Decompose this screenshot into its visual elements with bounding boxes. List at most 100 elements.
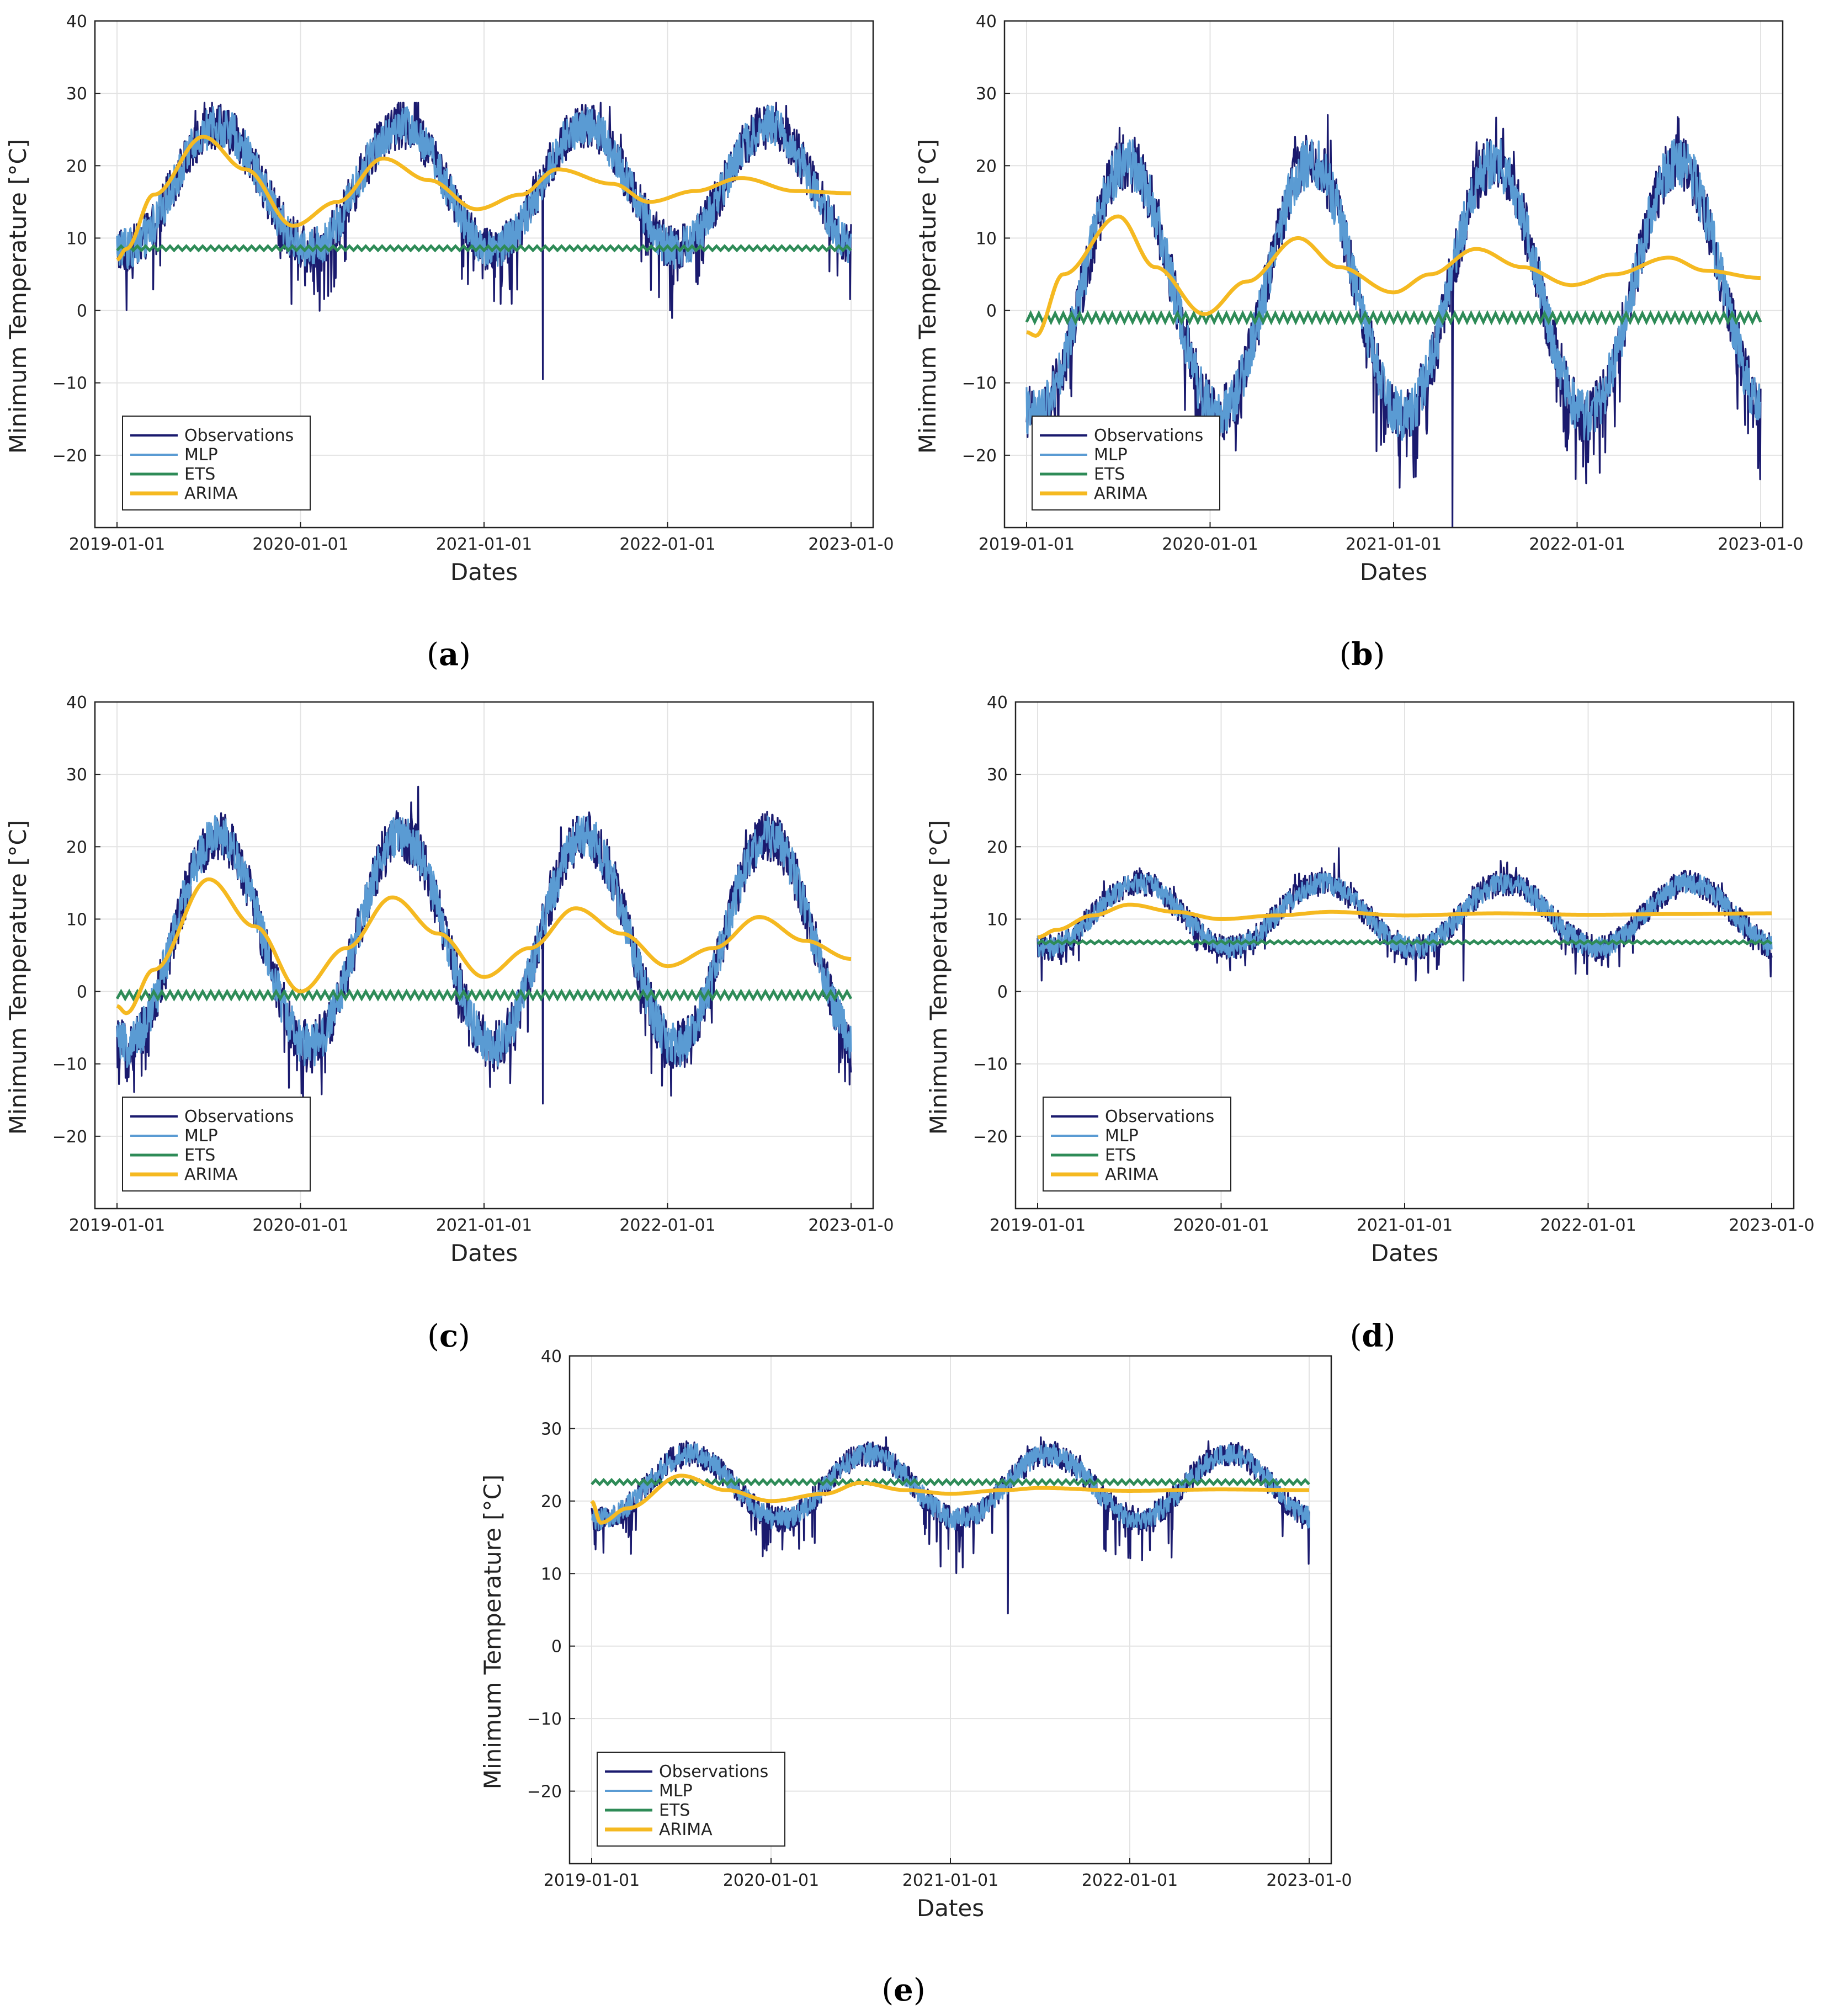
- chart-d-legend-label-mlp: MLP: [1105, 1126, 1139, 1146]
- chart-e-ytick-label-2: 0: [551, 1637, 562, 1657]
- chart-panel-e: −20 −10 0 10 20 30 40 2019-01-01 2020-01-01 2021-…: [479, 1347, 1352, 1922]
- chart-panel-a: −20 −10 0 10 20 30 40 2019-01-01 2020-01-01 2021-…: [4, 12, 894, 586]
- chart-c-ylabel: Minimum Temperature [°C]: [4, 820, 31, 1135]
- chart-e-ytick-label-6: 40: [541, 1347, 562, 1366]
- chart-e-legend-label-arima: ARIMA: [659, 1820, 713, 1839]
- chart-a-mask: [94, 528, 874, 531]
- chart-b-mask: [1003, 528, 1784, 531]
- chart-c-ytick-label-4: 20: [66, 838, 87, 857]
- chart-d-ytick-label-3: 10: [987, 910, 1008, 929]
- chart-e-xtick-label-2: 2021-01-01: [902, 1871, 998, 1890]
- chart-d-ytick-label-2: 0: [997, 983, 1008, 1002]
- chart-e-ytick-label-3: 10: [541, 1565, 562, 1584]
- chart-a-ytick-label-2: 0: [77, 302, 87, 321]
- chart-e-xlabel: Dates: [917, 1895, 984, 1922]
- chart-a-legend-label-mlp: MLP: [184, 445, 218, 465]
- chart-a-ytick-label-3: 10: [66, 229, 87, 248]
- chart-a-xtick-label-1: 2020-01-01: [252, 535, 348, 554]
- chart-panel-b: −20 −10 0 10 20 30 40 2019-01-01 2020-01-01 2021-…: [914, 12, 1804, 586]
- chart-e-mask: [568, 1864, 1332, 1868]
- chart-d-xtick-label-4: 2023-01-0: [1729, 1216, 1814, 1235]
- chart-c-legend-label-mlp: MLP: [184, 1126, 218, 1146]
- chart-d-ytick-label-5: 30: [987, 765, 1008, 785]
- chart-a-ytick-label-4: 20: [66, 157, 87, 176]
- chart-b-series-mlp: [1025, 139, 1762, 441]
- chart-b-xtick-label-2: 2021-01-01: [1346, 535, 1442, 554]
- chart-d-ylabel: Minimum Temperature [°C]: [925, 820, 952, 1135]
- chart-c-xtick-label-1: 2020-01-01: [252, 1216, 348, 1235]
- chart-d-ytick-label-6: 40: [987, 693, 1008, 712]
- chart-b-legend-label-observations: Observations: [1094, 426, 1203, 445]
- chart-c-ytick-label-0: −20: [52, 1127, 87, 1147]
- chart-a-legend-label-arima: ARIMA: [184, 484, 238, 503]
- chart-a-xtick-label-4: 2023-01-0: [808, 535, 894, 554]
- chart-c-series-ets: [115, 988, 853, 1002]
- chart-a-ylabel: Minimum Temperature [°C]: [4, 139, 31, 454]
- chart-b-ylabel: Minimum Temperature [°C]: [914, 139, 941, 454]
- chart-e-ytick-label-4: 20: [541, 1492, 562, 1512]
- chart-c-xlabel: Dates: [450, 1240, 518, 1267]
- chart-b-xtick-label-0: 2019-01-01: [979, 535, 1075, 554]
- chart-d-ytick-label-4: 20: [987, 838, 1008, 857]
- chart-e-xtick-label-1: 2020-01-01: [723, 1871, 819, 1890]
- chart-d-xtick-label-2: 2021-01-01: [1357, 1216, 1453, 1235]
- chart-e-series-arima: [590, 1474, 1310, 1525]
- chart-a-series-ets: [116, 244, 852, 253]
- chart-a-xlabel: Dates: [450, 558, 518, 586]
- chart-a-ytick-label-0: −20: [52, 446, 87, 466]
- chart-e-xtick-label-4: 2023-01-0: [1266, 1871, 1352, 1890]
- chart-c-xtick-label-3: 2022-01-01: [619, 1216, 715, 1235]
- chart-c-ytick-label-3: 10: [66, 910, 87, 929]
- chart-a-xtick-label-2: 2021-01-01: [436, 535, 532, 554]
- chart-panel-c: −20 −10 0 10 20 30 40 2019-01-01 2020-01-01 2021-…: [4, 693, 894, 1267]
- chart-a-series-mlp: [116, 105, 852, 270]
- chart-c-legend-label-arima: ARIMA: [184, 1165, 238, 1184]
- panel-label-b: (b): [1340, 636, 1385, 673]
- chart-d-xtick-label-1: 2020-01-01: [1173, 1216, 1269, 1235]
- chart-c-series-arima: [116, 877, 852, 1015]
- chart-b-series-arima: [1026, 214, 1761, 338]
- chart-b-xtick-label-3: 2022-01-01: [1529, 535, 1625, 554]
- chart-c-mask: [94, 1209, 874, 1212]
- chart-e-legend-label-ets: ETS: [659, 1801, 690, 1820]
- panel-label-d: (d): [1350, 1318, 1396, 1354]
- chart-d-series-arima: [1037, 902, 1772, 939]
- chart-b-legend-label-arima: ARIMA: [1094, 484, 1147, 503]
- chart-b-xtick-label-4: 2023-01-0: [1718, 535, 1803, 554]
- chart-panel-d: −20 −10 0 10 20 30 40 2019-01-01 2020-01-01 2021-…: [925, 693, 1815, 1267]
- chart-e-ytick-label-1: −10: [527, 1710, 562, 1729]
- chart-a-series-arima: [116, 135, 852, 262]
- chart-a-xtick-label-0: 2019-01-01: [69, 535, 165, 554]
- chart-d-ytick-label-0: −20: [973, 1127, 1008, 1147]
- panel-label-a: (a): [427, 636, 471, 673]
- chart-d-legend-label-observations: Observations: [1105, 1107, 1214, 1126]
- chart-c-xtick-label-2: 2021-01-01: [436, 1216, 532, 1235]
- chart-e-series-ets: [591, 1477, 1310, 1487]
- panel-label-c: (c): [427, 1318, 470, 1354]
- chart-d-series-mlp: [1037, 873, 1773, 960]
- chart-d-series-ets: [1037, 939, 1773, 946]
- panel-label-e: (e): [881, 1972, 925, 2008]
- chart-d-xtick-label-0: 2019-01-01: [990, 1216, 1086, 1235]
- chart-a-ytick-label-6: 40: [66, 12, 87, 31]
- chart-b-legend-label-ets: ETS: [1094, 465, 1125, 484]
- chart-d-xlabel: Dates: [1371, 1240, 1438, 1267]
- chart-e-xtick-label-3: 2022-01-01: [1082, 1871, 1178, 1890]
- chart-b-ytick-label-2: 0: [986, 302, 997, 321]
- chart-c-ytick-label-1: −10: [52, 1055, 87, 1075]
- chart-a-legend-label-ets: ETS: [184, 465, 215, 484]
- chart-a-ytick-label-5: 30: [66, 84, 87, 104]
- chart-c-ytick-label-2: 0: [77, 983, 87, 1002]
- chart-c-legend-label-ets: ETS: [184, 1146, 215, 1165]
- chart-b-xtick-label-1: 2020-01-01: [1162, 535, 1258, 554]
- chart-b-ytick-label-3: 10: [976, 229, 997, 248]
- chart-c-ytick-label-5: 30: [66, 765, 87, 785]
- chart-e-ytick-label-0: −20: [527, 1783, 562, 1802]
- chart-c-series-mlp: [116, 815, 852, 1068]
- chart-c-ytick-label-6: 40: [66, 693, 87, 712]
- chart-c-xtick-label-4: 2023-01-0: [808, 1216, 894, 1235]
- chart-b-ytick-label-6: 40: [976, 12, 997, 31]
- chart-d-legend-label-ets: ETS: [1105, 1146, 1136, 1165]
- chart-c-xtick-label-0: 2019-01-01: [69, 1216, 165, 1235]
